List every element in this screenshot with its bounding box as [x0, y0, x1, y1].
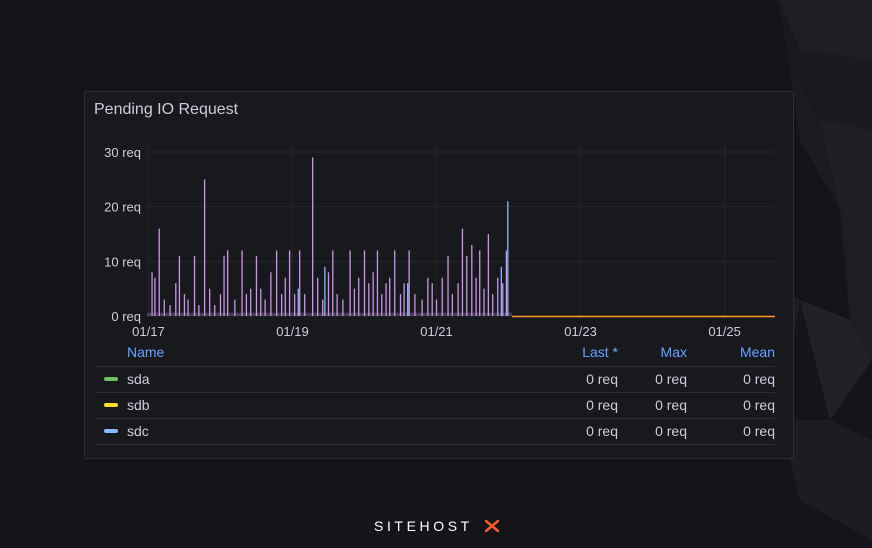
panel-title[interactable]: Pending IO Request	[94, 101, 239, 118]
legend-row-sdc[interactable]: sdc 0 req 0 req 0 req	[95, 418, 775, 445]
legend-header: Name Last * Max Mean	[95, 340, 775, 367]
pending-io-panel: Pending IO Request 0 req 10 req 20 req 30 r…	[84, 91, 794, 459]
legend-max-value: 0 req	[655, 371, 687, 387]
legend-mean-value: 0 req	[743, 423, 775, 439]
legend-mean-value: 0 req	[743, 397, 775, 413]
legend-series-name: sda	[127, 371, 150, 387]
legend-header-name[interactable]: Name	[127, 344, 165, 360]
x-tick-label: 01/21	[420, 324, 453, 339]
series-color-swatch[interactable]	[104, 403, 118, 407]
series-color-swatch[interactable]	[104, 429, 118, 433]
legend-mean-value: 0 req	[743, 371, 775, 387]
x-tick-label: 01/19	[276, 324, 309, 339]
y-tick-label: 0 req	[111, 309, 141, 324]
legend-max-value: 0 req	[655, 397, 687, 413]
low-activity-baseline	[147, 312, 513, 316]
legend-row-sda[interactable]: sda 0 req 0 req 0 req	[95, 366, 775, 393]
legend-last-value: 0 req	[586, 397, 618, 413]
legend-header-max[interactable]: Max	[660, 344, 687, 360]
io-chart[interactable]: 0 req 10 req 20 req 30 req 01/17 01/19 01/21 01…	[85, 92, 793, 342]
x-tick-label: 01/25	[708, 324, 741, 339]
y-tick-label: 30 req	[104, 145, 141, 160]
y-tick-label: 10 req	[104, 254, 141, 269]
legend-last-value: 0 req	[586, 371, 618, 387]
legend-header-mean[interactable]: Mean	[739, 344, 775, 360]
x-mark-icon	[485, 520, 499, 532]
series-sdc	[297, 201, 509, 316]
x-tick-label: 01/23	[564, 324, 597, 339]
x-tick-label: 01/17	[132, 324, 165, 339]
legend-header-last[interactable]: Last *	[582, 344, 618, 360]
series-color-swatch[interactable]	[104, 377, 118, 381]
sitehost-logo-text: SITEHOST	[374, 518, 473, 534]
series-total	[151, 157, 508, 316]
legend-last-value: 0 req	[586, 423, 618, 439]
legend-row-sdb[interactable]: sdb 0 req 0 req 0 req	[95, 392, 775, 419]
legend-series-name: sdb	[127, 397, 150, 413]
y-tick-label: 20 req	[104, 200, 141, 215]
legend-max-value: 0 req	[655, 423, 687, 439]
legend-series-name: sdc	[127, 423, 149, 439]
